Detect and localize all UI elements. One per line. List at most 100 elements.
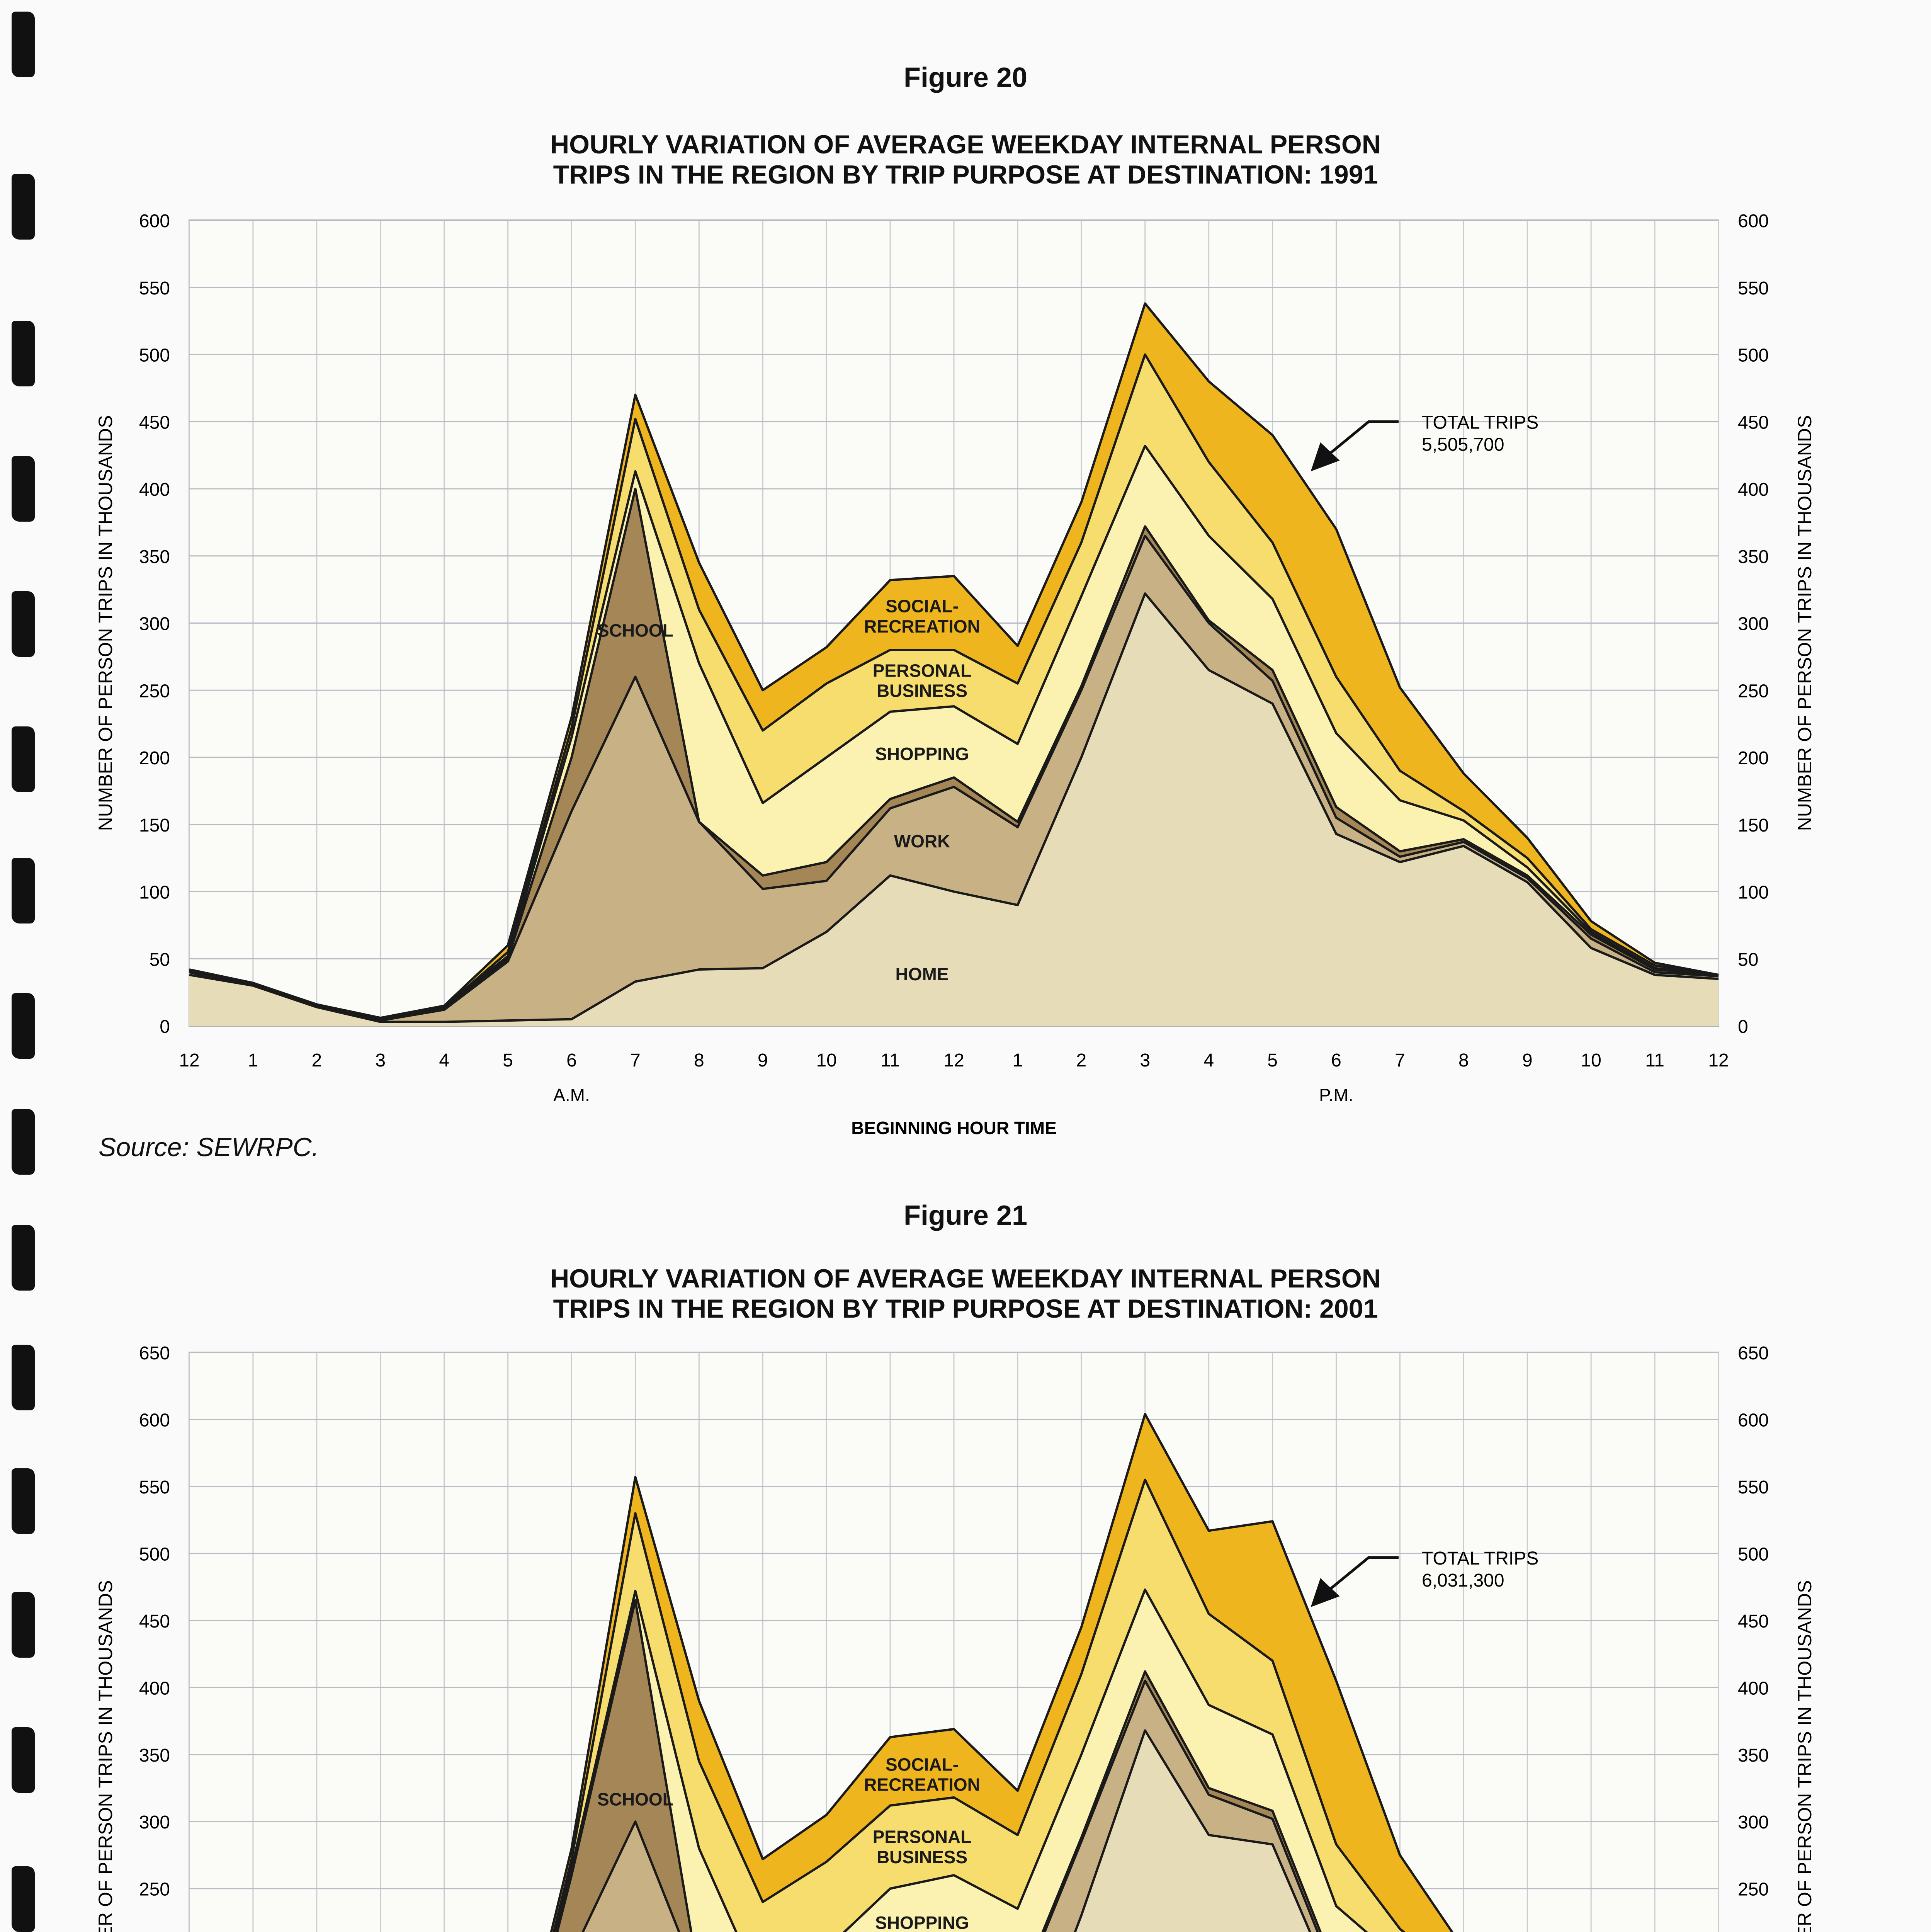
series-label: RECREATION <box>864 1774 980 1794</box>
series-label: SCHOOL <box>597 1789 673 1810</box>
boundary-social-recreation <box>550 1413 1454 1932</box>
y-tick-label-right: 450 <box>1738 412 1769 433</box>
figure-title: HOURLY VARIATION OF AVERAGE WEEKDAY INTE… <box>0 129 1931 190</box>
y-tick-label-left: 150 <box>139 815 170 836</box>
annotation-total-trips: 5,505,700 <box>1422 434 1504 455</box>
series-label: SOCIAL- <box>886 1754 959 1774</box>
y-tick-label-left: 500 <box>139 1544 170 1565</box>
y-tick-label-right: 400 <box>1738 1678 1769 1699</box>
y-tick-label-right: 200 <box>1738 748 1769 769</box>
x-tick-label: 4 <box>1203 1050 1214 1071</box>
y-tick-label-left: 50 <box>150 949 170 970</box>
series-label: BUSINESS <box>877 681 967 701</box>
x-tick-label: 3 <box>375 1050 386 1071</box>
x-tick-label: 7 <box>1395 1050 1405 1071</box>
y-tick-label-right: 100 <box>1738 883 1769 903</box>
y-tick-label-right: 350 <box>1738 1745 1769 1766</box>
series-label: WORK <box>894 831 950 851</box>
x-tick-label: 6 <box>566 1050 577 1071</box>
pm-label: P.M. <box>1319 1085 1353 1105</box>
x-tick-label: 9 <box>758 1050 768 1071</box>
y-tick-label-right: 650 <box>1738 1343 1769 1364</box>
y-tick-label-right: 450 <box>1738 1611 1769 1632</box>
x-tick-label: 12 <box>943 1050 964 1071</box>
series-label: SHOPPING <box>875 744 969 764</box>
series-label: SCHOOL <box>597 620 673 640</box>
y-tick-label-left: 300 <box>139 1812 170 1833</box>
source-note: Source: SEWRPC. <box>99 1133 319 1162</box>
x-tick-label: 2 <box>1076 1050 1086 1071</box>
figure-title: HOURLY VARIATION OF AVERAGE WEEKDAY INTE… <box>0 1264 1931 1324</box>
y-tick-label-left: 0 <box>160 1017 170 1037</box>
y-tick-label-right: 500 <box>1738 1544 1769 1565</box>
y-tick-label-right: 250 <box>1738 681 1769 701</box>
y-tick-label-left: 350 <box>139 547 170 567</box>
y-tick-label-right: 500 <box>1738 345 1769 366</box>
y-tick-label-right: 600 <box>1738 1410 1769 1430</box>
title-line-1: HOURLY VARIATION OF AVERAGE WEEKDAY INTE… <box>550 130 1381 159</box>
x-tick-label: 4 <box>439 1050 449 1071</box>
area-shopping <box>556 1590 1367 1932</box>
y-tick-label-left: 100 <box>139 883 170 903</box>
y-tick-label-right: 50 <box>1738 949 1758 970</box>
annotation-title: TOTAL TRIPS <box>1422 1548 1538 1569</box>
am-label: A.M. <box>553 1085 590 1105</box>
area-social-recreation <box>551 1414 1452 1932</box>
area-home <box>189 594 1719 1026</box>
figure-label: Figure 21 <box>903 1200 1028 1231</box>
y-tick-label-right: 300 <box>1738 614 1769 634</box>
boundary-shopping <box>554 1588 1368 1932</box>
y-tick-label-left: 550 <box>139 278 170 299</box>
area-school <box>557 1600 1321 1932</box>
series-label: HOME <box>896 964 949 984</box>
chart-1991: 0 0 50 50 100 100 150 150 200 200 250 250 300 300 350 3… <box>95 211 1815 1138</box>
y-tick-label-left: 300 <box>139 614 170 634</box>
area-shopping <box>189 446 1719 1019</box>
series-label: PERSONAL <box>873 661 972 681</box>
y-tick-label-right: 150 <box>1738 815 1769 836</box>
y-axis-label-right: NUMBER OF PERSON TRIPS IN THOUSANDS <box>1794 415 1815 831</box>
x-tick-label: 8 <box>1458 1050 1469 1071</box>
y-axis-label-right: NUMBER OF PERSON TRIPS IN THOUSANDS <box>1794 1580 1815 1932</box>
y-tick-label-right: 0 <box>1738 1017 1748 1037</box>
boundary-personal-business <box>552 1478 1406 1932</box>
series-label: PERSONAL <box>873 1827 972 1847</box>
y-tick-label-left: 450 <box>139 412 170 433</box>
boundary-home <box>189 592 1719 1023</box>
boundary-work <box>189 534 1719 1022</box>
area-work <box>189 536 1719 1022</box>
x-axis-label: BEGINNING HOUR TIME <box>851 1118 1057 1138</box>
y-tick-label-left: 600 <box>139 211 170 231</box>
x-tick-label: 8 <box>694 1050 704 1071</box>
annotation-leader-line <box>1321 1556 1399 1597</box>
annotation-title: TOTAL TRIPS <box>1422 412 1538 433</box>
y-tick-label-left: 400 <box>139 1678 170 1699</box>
boundary-personal-business <box>189 353 1719 1020</box>
x-tick-label: 6 <box>1331 1050 1341 1071</box>
x-tick-label: 2 <box>311 1050 322 1071</box>
x-tick-label: 5 <box>1267 1050 1278 1071</box>
binder-holes <box>0 0 50 1932</box>
series-label: SHOPPING <box>875 1913 969 1932</box>
series-label: SOCIAL- <box>886 596 959 616</box>
y-tick-label-right: 550 <box>1738 1477 1769 1498</box>
y-tick-label-left: 550 <box>139 1477 170 1498</box>
y-tick-label-left: 250 <box>139 681 170 701</box>
figure-label: Figure 20 <box>903 62 1028 93</box>
y-tick-label-left: 650 <box>139 1343 170 1364</box>
y-axis-label-left: NUMBER OF PERSON TRIPS IN THOUSANDS <box>95 415 116 831</box>
arrow-head-icon <box>1311 442 1340 471</box>
y-tick-label-right: 250 <box>1738 1879 1769 1900</box>
x-tick-label: 10 <box>816 1050 836 1071</box>
y-tick-label-left: 350 <box>139 1745 170 1766</box>
x-tick-label: 12 <box>179 1050 199 1071</box>
x-tick-label: 11 <box>1645 1050 1664 1071</box>
title-line-2: TRIPS IN THE REGION BY TRIP PURPOSE AT D… <box>553 160 1378 189</box>
y-tick-label-left: 250 <box>139 1879 170 1900</box>
x-tick-label: 10 <box>1581 1050 1601 1071</box>
x-tick-label: 11 <box>881 1050 900 1071</box>
x-tick-label: 12 <box>1708 1050 1729 1071</box>
arrow-head-icon <box>1311 1578 1340 1607</box>
y-tick-label-left: 200 <box>139 748 170 769</box>
